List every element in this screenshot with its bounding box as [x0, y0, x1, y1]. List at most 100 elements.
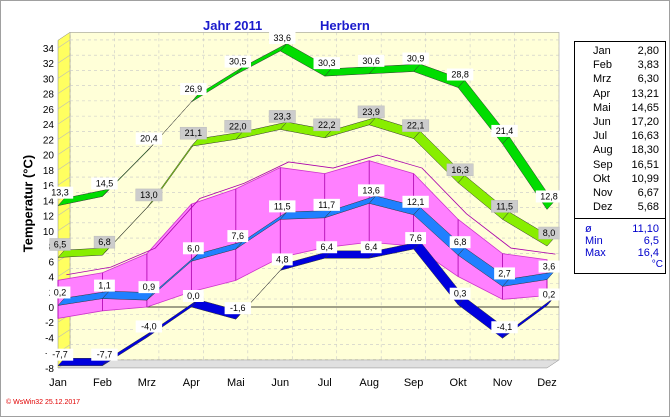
absmax-data-label: 21,4 — [496, 126, 514, 136]
max-label-box — [357, 105, 385, 119]
grid-line-diag — [57, 115, 71, 125]
plot-floor — [57, 359, 560, 369]
y-tick-label: 20 — [43, 151, 55, 162]
mean-data-label: 0,9 — [143, 282, 156, 292]
legend-summary-label: Min — [585, 235, 603, 247]
legend-month: Sep — [593, 158, 613, 171]
y-tick-label: 4 — [48, 273, 54, 284]
y-tick-label: 22 — [43, 135, 55, 146]
grid-line-diag — [57, 268, 71, 277]
max-label-box — [538, 226, 560, 240]
mean-label-box — [49, 286, 71, 299]
x-tick-label: Jun — [271, 377, 289, 389]
max-data-label: 22,0 — [229, 121, 247, 131]
max-label-box — [49, 238, 71, 251]
y-tick-label: 12 — [43, 212, 55, 223]
mean-label-box — [402, 195, 429, 208]
absmax-label-box — [402, 52, 429, 65]
mean-label-box — [182, 242, 204, 255]
legend-month: Mai — [593, 101, 611, 114]
grid-line-diag — [57, 146, 71, 155]
grid-line-diag — [57, 70, 71, 79]
mean-label-box — [538, 260, 560, 273]
legend-month: Apr — [593, 87, 611, 100]
absmax-data-label: 26,9 — [185, 84, 203, 94]
legend-summary-label: Max — [585, 247, 606, 259]
min-label-box — [182, 290, 204, 302]
min-data-label: 0,2 — [543, 289, 556, 299]
legend-month: Mrz — [593, 73, 612, 86]
mean-label-box — [94, 279, 115, 292]
legend-month: Aug — [593, 144, 613, 157]
min-data-label: 7,6 — [409, 233, 422, 243]
min-label-box — [271, 253, 293, 266]
absmax-label-box — [269, 31, 296, 44]
x-tick-label: Aug — [359, 377, 379, 389]
y-tick-label: -2 — [45, 318, 54, 329]
mean-data-label: 3,6 — [543, 262, 556, 272]
y-tick-label: -4 — [45, 333, 54, 344]
x-tick-label: Okt — [450, 377, 467, 389]
legend-summary-value: 6,5 — [643, 235, 659, 247]
mean-label-box — [357, 184, 385, 197]
absmax-data-label: 30,6 — [362, 56, 380, 66]
min-data-label: -4,0 — [141, 321, 157, 331]
min-label-box — [224, 302, 252, 315]
min-label-box — [91, 348, 118, 361]
mean-data-label: 12,1 — [407, 197, 425, 207]
legend-month: Dez — [593, 201, 613, 214]
legend-unit: °C — [651, 259, 663, 270]
grid-line-diag — [57, 329, 71, 338]
mean-data-label: 11,7 — [318, 200, 335, 210]
mean-data-label: 7,6 — [232, 231, 245, 241]
y-tick-label: 32 — [43, 59, 55, 70]
grid-line-diag — [57, 222, 71, 232]
max-data-label: 11,5 — [496, 201, 513, 211]
legend-row: Aug 18,30 — [579, 144, 661, 157]
legend-row: Okt 10,99 — [579, 173, 661, 186]
legend-summary-value: 16,4 — [637, 247, 659, 259]
max-label-box — [402, 119, 430, 132]
legend-summary-value: 11,10 — [632, 223, 659, 235]
legend-row: Jan 2,80 — [579, 45, 661, 58]
absmax-data-label: 20,4 — [140, 134, 158, 144]
min-label-box — [538, 288, 560, 301]
absmax-label-box — [357, 54, 385, 67]
footer-credit: © WsWin32 25.12.2017 — [6, 399, 81, 406]
x-tick-label: Jul — [318, 377, 332, 389]
legend-row: Apr 13,21 — [579, 88, 661, 101]
min-label-box — [360, 241, 382, 254]
min-data-label: -7,7 — [52, 350, 68, 360]
legend-value: 13,21 — [631, 87, 659, 100]
grid-line-diag — [57, 161, 71, 171]
y-tick-label: 10 — [43, 227, 55, 238]
x-tick-label: Sep — [404, 377, 424, 389]
x-tick-label: Feb — [93, 377, 112, 389]
y-tick-label: 30 — [43, 74, 55, 85]
legend-row: Dez 5,68 — [579, 201, 661, 214]
min-label-box — [405, 232, 427, 245]
x-tick-label: Apr — [183, 377, 200, 389]
absmax-label-box — [180, 83, 207, 96]
legend-value: 6,30 — [637, 73, 659, 86]
mean-label-box — [138, 281, 160, 294]
mean-data-label: 13,6 — [362, 185, 380, 195]
min-data-label: 0,3 — [454, 289, 467, 299]
max-data-label: 23,3 — [274, 111, 292, 121]
legend-row: Mrz 6,30 — [579, 73, 661, 86]
legend-row: Nov 6,67 — [579, 187, 661, 200]
max-label-box — [446, 163, 474, 177]
legend-value: 17,20 — [631, 116, 659, 128]
grid-line-diag — [57, 207, 71, 216]
legend-value: 5,68 — [637, 201, 659, 214]
legend-separator — [575, 218, 665, 219]
max-data-label: 8,0 — [543, 228, 556, 238]
legend-value: 16,63 — [631, 130, 659, 143]
y-tick-label: 16 — [43, 181, 55, 192]
legend-row: Jul 16,63 — [579, 130, 661, 143]
absmax-data-label: 30,9 — [407, 54, 425, 64]
y-tick-label: 18 — [43, 166, 55, 177]
mean-label-box — [227, 230, 249, 243]
mean-data-label: 11,5 — [274, 201, 291, 211]
grid-line-diag — [57, 131, 71, 140]
